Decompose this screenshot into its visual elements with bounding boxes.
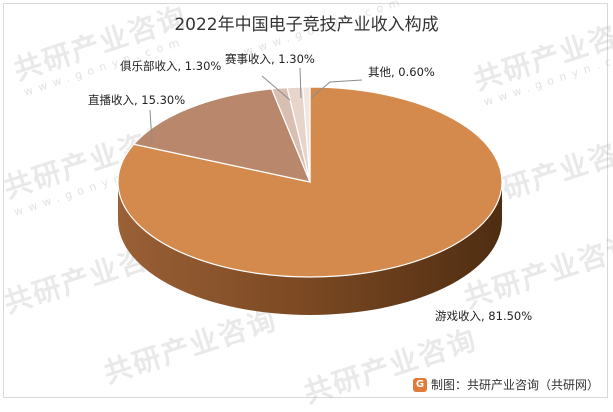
data-label-2: 俱乐部收入, 1.30% [120, 59, 221, 73]
pie-chart: 游戏收入, 81.50% 直播收入, 15.30% 俱乐部收入, 1.30% 赛事收入… [0, 0, 613, 403]
data-label-1: 直播收入, 15.30% [88, 93, 185, 107]
data-label-0: 游戏收入, 81.50% [435, 309, 532, 323]
data-label-4: 其他, 0.60% [368, 65, 435, 79]
brand-logo-icon: G [413, 378, 427, 392]
source-text: 制图：共研产业咨询（共研网） [431, 376, 599, 393]
data-label-3: 赛事收入, 1.30% [225, 52, 315, 66]
source-note: G 制图：共研产业咨询（共研网） [413, 376, 599, 393]
